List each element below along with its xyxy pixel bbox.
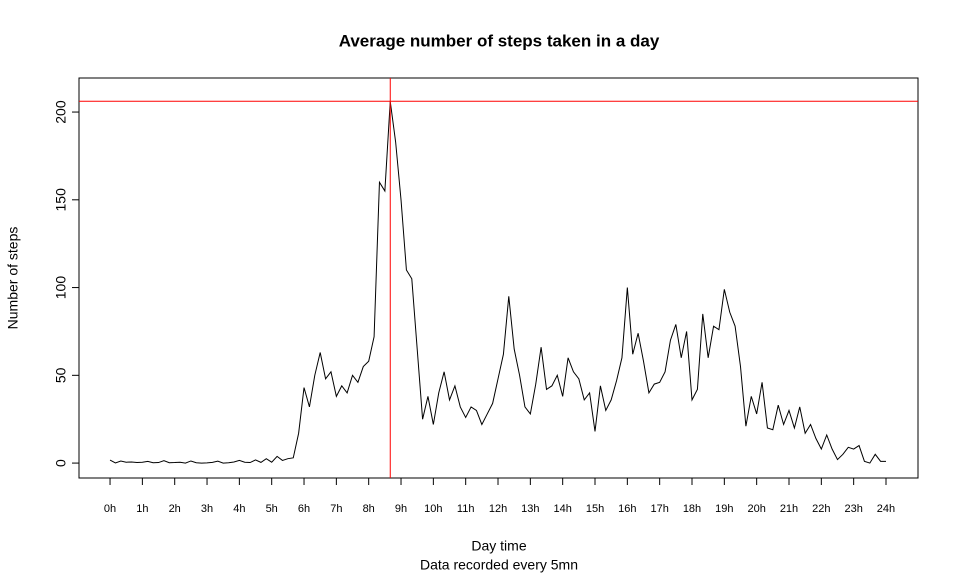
x-tick-label: 16h	[618, 503, 636, 515]
x-tick-label: 8h	[363, 503, 375, 515]
plot-frame	[78, 77, 919, 479]
x-tick-label: 21h	[780, 503, 798, 515]
x-tick-label: 23h	[844, 503, 862, 515]
y-tick-label: 100	[53, 276, 69, 300]
series-line	[109, 101, 886, 464]
x-tick-label: 13h	[521, 503, 539, 515]
chart-title: Average number of steps taken in a day	[339, 31, 660, 50]
x-tick-label: 1h	[136, 503, 148, 515]
x-tick-label: 11h	[457, 503, 475, 515]
x-tick-label: 22h	[812, 503, 830, 515]
y-tick-label: 200	[53, 100, 69, 124]
x-tick-label: 14h	[553, 503, 571, 515]
y-tick-label: 0	[53, 459, 69, 467]
x-tick-label: 5h	[266, 503, 278, 515]
y-tick-label: 150	[53, 188, 69, 212]
y-axis-title: Number of steps	[5, 227, 21, 330]
x-tick-label: 20h	[747, 503, 765, 515]
x-tick-label: 6h	[298, 503, 310, 515]
x-tick-label: 10h	[424, 503, 442, 515]
x-tick-label: 0h	[104, 503, 116, 515]
x-tick-label: 15h	[586, 503, 604, 515]
x-axis-title: Day time	[471, 538, 526, 554]
x-axis-subtitle: Data recorded every 5mn	[420, 557, 578, 573]
x-tick-label: 9h	[395, 503, 407, 515]
x-tick-label: 18h	[683, 503, 701, 515]
x-tick-label: 17h	[650, 503, 668, 515]
x-tick-label: 3h	[201, 503, 213, 515]
y-tick-label: 50	[53, 367, 69, 383]
x-tick-label: 2h	[169, 503, 181, 515]
x-tick-label: 4h	[233, 503, 245, 515]
x-tick-label: 19h	[715, 503, 733, 515]
x-tick-label: 12h	[489, 503, 507, 515]
x-tick-label: 7h	[330, 503, 342, 515]
x-tick-label: 24h	[877, 503, 895, 515]
